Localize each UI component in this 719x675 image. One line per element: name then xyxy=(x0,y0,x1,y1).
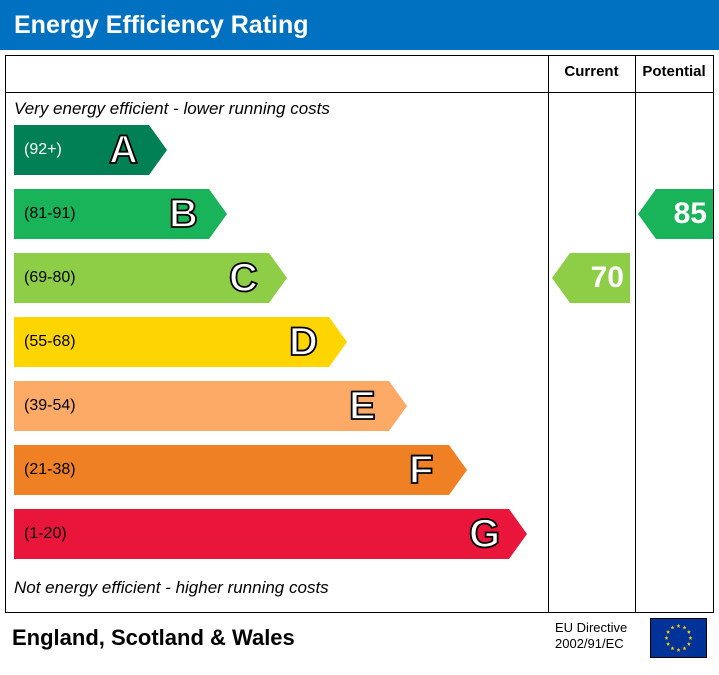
rating-potential-value: 85 xyxy=(674,189,707,239)
rating-current-arrow xyxy=(552,253,570,303)
band-arrow xyxy=(389,381,407,431)
band-arrow xyxy=(509,509,527,559)
band-range-label: (21-38) xyxy=(24,445,76,495)
directive-line2: 2002/91/EC xyxy=(555,636,624,651)
band-arrow xyxy=(149,125,167,175)
title-bar: Energy Efficiency Rating xyxy=(0,0,719,50)
band-d: (55-68) D xyxy=(14,317,347,367)
band-range-label: (69-80) xyxy=(24,253,76,303)
band-arrow xyxy=(329,317,347,367)
rating-potential-arrow xyxy=(638,189,656,239)
rating-potential-pointer: 85 xyxy=(638,189,713,239)
column-divider-2 xyxy=(635,55,636,612)
band-letter: F xyxy=(409,445,433,495)
rating-current-pointer: 70 xyxy=(552,253,630,303)
band-letter: B xyxy=(169,189,198,239)
band-letter: D xyxy=(289,317,318,367)
header-row-divider xyxy=(5,92,713,93)
band-c: (69-80) C xyxy=(14,253,287,303)
title-text: Energy Efficiency Rating xyxy=(14,11,309,39)
directive-line1: EU Directive xyxy=(555,620,627,635)
band-arrow xyxy=(209,189,227,239)
band-range-label: (1-20) xyxy=(24,509,67,559)
band-f: (21-38) F xyxy=(14,445,467,495)
band-arrow xyxy=(269,253,287,303)
band-letter: G xyxy=(469,509,500,559)
band-range-label: (55-68) xyxy=(24,317,76,367)
epc-chart: Energy Efficiency Rating Current Potenti… xyxy=(0,0,719,675)
band-a: (92+) A xyxy=(14,125,167,175)
note-top: Very energy efficient - lower running co… xyxy=(14,99,330,119)
note-bottom: Not energy efficient - higher running co… xyxy=(14,578,329,598)
band-body xyxy=(14,445,449,495)
band-e: (39-54) E xyxy=(14,381,407,431)
band-b: (81-91) B xyxy=(14,189,227,239)
bands-region: (92+) A (81-91) B (69-80) C (55-68) D (39-54) E (2… xyxy=(14,125,534,573)
band-arrow xyxy=(449,445,467,495)
band-range-label: (39-54) xyxy=(24,381,76,431)
column-header-potential: Potential xyxy=(635,63,713,80)
eu-flag-icon xyxy=(650,618,707,658)
footer-directive: EU Directive 2002/91/EC xyxy=(555,620,627,652)
band-letter: C xyxy=(229,253,258,303)
band-body xyxy=(14,509,509,559)
band-letter: A xyxy=(109,125,138,175)
rating-current-value: 70 xyxy=(591,253,624,303)
band-range-label: (92+) xyxy=(24,125,62,175)
band-letter: E xyxy=(349,381,376,431)
band-range-label: (81-91) xyxy=(24,189,76,239)
column-divider-1 xyxy=(548,55,549,612)
band-g: (1-20) G xyxy=(14,509,527,559)
footer-region: England, Scotland & Wales xyxy=(12,625,295,651)
column-header-current: Current xyxy=(548,63,635,80)
